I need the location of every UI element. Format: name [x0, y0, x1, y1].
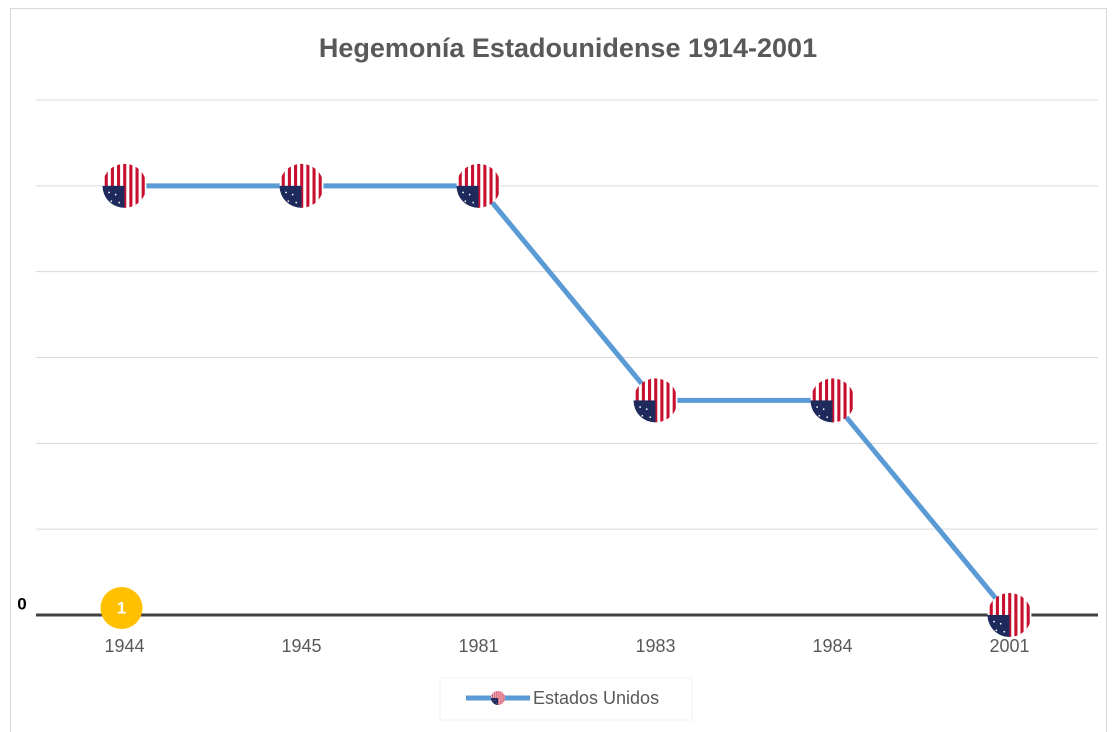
chart-border: [10, 8, 1107, 732]
flag-marker: [279, 163, 324, 208]
flag-marker: [102, 163, 147, 208]
legend-marker: [491, 691, 505, 705]
x-tick-label: 1981: [458, 636, 498, 656]
x-tick-label: 1944: [104, 636, 144, 656]
annotation-text: 1: [117, 598, 126, 617]
annotation: 1: [100, 587, 143, 629]
x-tick-label: 2001: [989, 636, 1029, 656]
chart-title: Hegemonía Estadounidense 1914-2001: [319, 33, 817, 63]
legend-label: Estados Unidos: [533, 688, 659, 708]
legend: Estados Unidos: [439, 677, 693, 721]
x-tick-label: 1984: [812, 636, 852, 656]
flag-marker: [810, 378, 855, 423]
y-tick-label: 0: [17, 594, 26, 613]
annotation-badge: [100, 587, 143, 629]
flag-marker: [456, 163, 501, 208]
flag-marker: [633, 378, 678, 423]
flag-marker: [987, 593, 1032, 637]
series-line: [124, 183, 1012, 617]
x-tick-label: 1945: [281, 636, 321, 656]
x-tick-label: 1983: [635, 636, 675, 656]
